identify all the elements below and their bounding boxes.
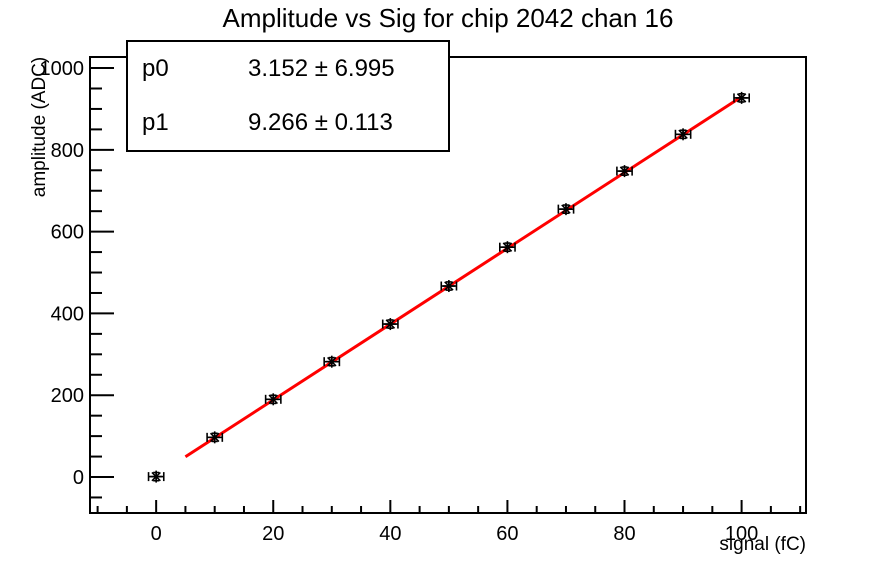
data-point (674, 128, 692, 141)
data-point (147, 470, 165, 483)
stats-row-p1: p1 9.266 ± 0.113 (128, 96, 448, 150)
data-point (733, 91, 751, 104)
data-point (206, 431, 224, 444)
fit-param-value: 9.266 ± 0.113 (248, 109, 393, 136)
y-tick-label: 200 (51, 385, 84, 407)
chart-title: Amplitude vs Sig for chip 2042 chan 16 (222, 3, 674, 33)
x-tick-label: 0 (151, 523, 162, 545)
data-point (499, 241, 516, 254)
y-axis-ticks: 0 200 400 600 800 1000 (40, 58, 114, 499)
data-points (147, 91, 751, 483)
x-tick-label: 40 (379, 523, 401, 545)
data-point (381, 318, 399, 331)
y-axis-title: amplitude (ADC) (29, 56, 50, 198)
fit-stats-box: p0 3.152 ± 6.995 p1 9.266 ± 0.113 (126, 40, 450, 152)
x-axis-ticks: 0 20 40 60 80 100 (96, 500, 802, 545)
fit-param-name: p0 (142, 55, 169, 82)
y-tick-label: 600 (51, 222, 84, 244)
stats-row-p0: p0 3.152 ± 6.995 (128, 42, 448, 96)
y-tick-label: 400 (51, 303, 84, 325)
data-point (557, 203, 575, 216)
x-tick-label: 100 (725, 523, 758, 545)
fit-param-name: p1 (142, 109, 169, 136)
data-point (264, 393, 282, 406)
x-tick-label: 80 (613, 523, 635, 545)
fit-line (184, 95, 743, 459)
data-point (440, 280, 458, 293)
x-tick-label: 20 (262, 523, 284, 545)
y-tick-label: 800 (51, 140, 84, 162)
y-tick-label: 1000 (40, 58, 85, 80)
fit-param-value: 3.152 ± 6.995 (248, 55, 395, 82)
data-point (616, 165, 633, 178)
x-tick-label: 60 (496, 523, 518, 545)
y-tick-label: 0 (73, 467, 84, 489)
x-axis-title: signal (fC) (719, 534, 806, 555)
data-point (323, 355, 341, 368)
